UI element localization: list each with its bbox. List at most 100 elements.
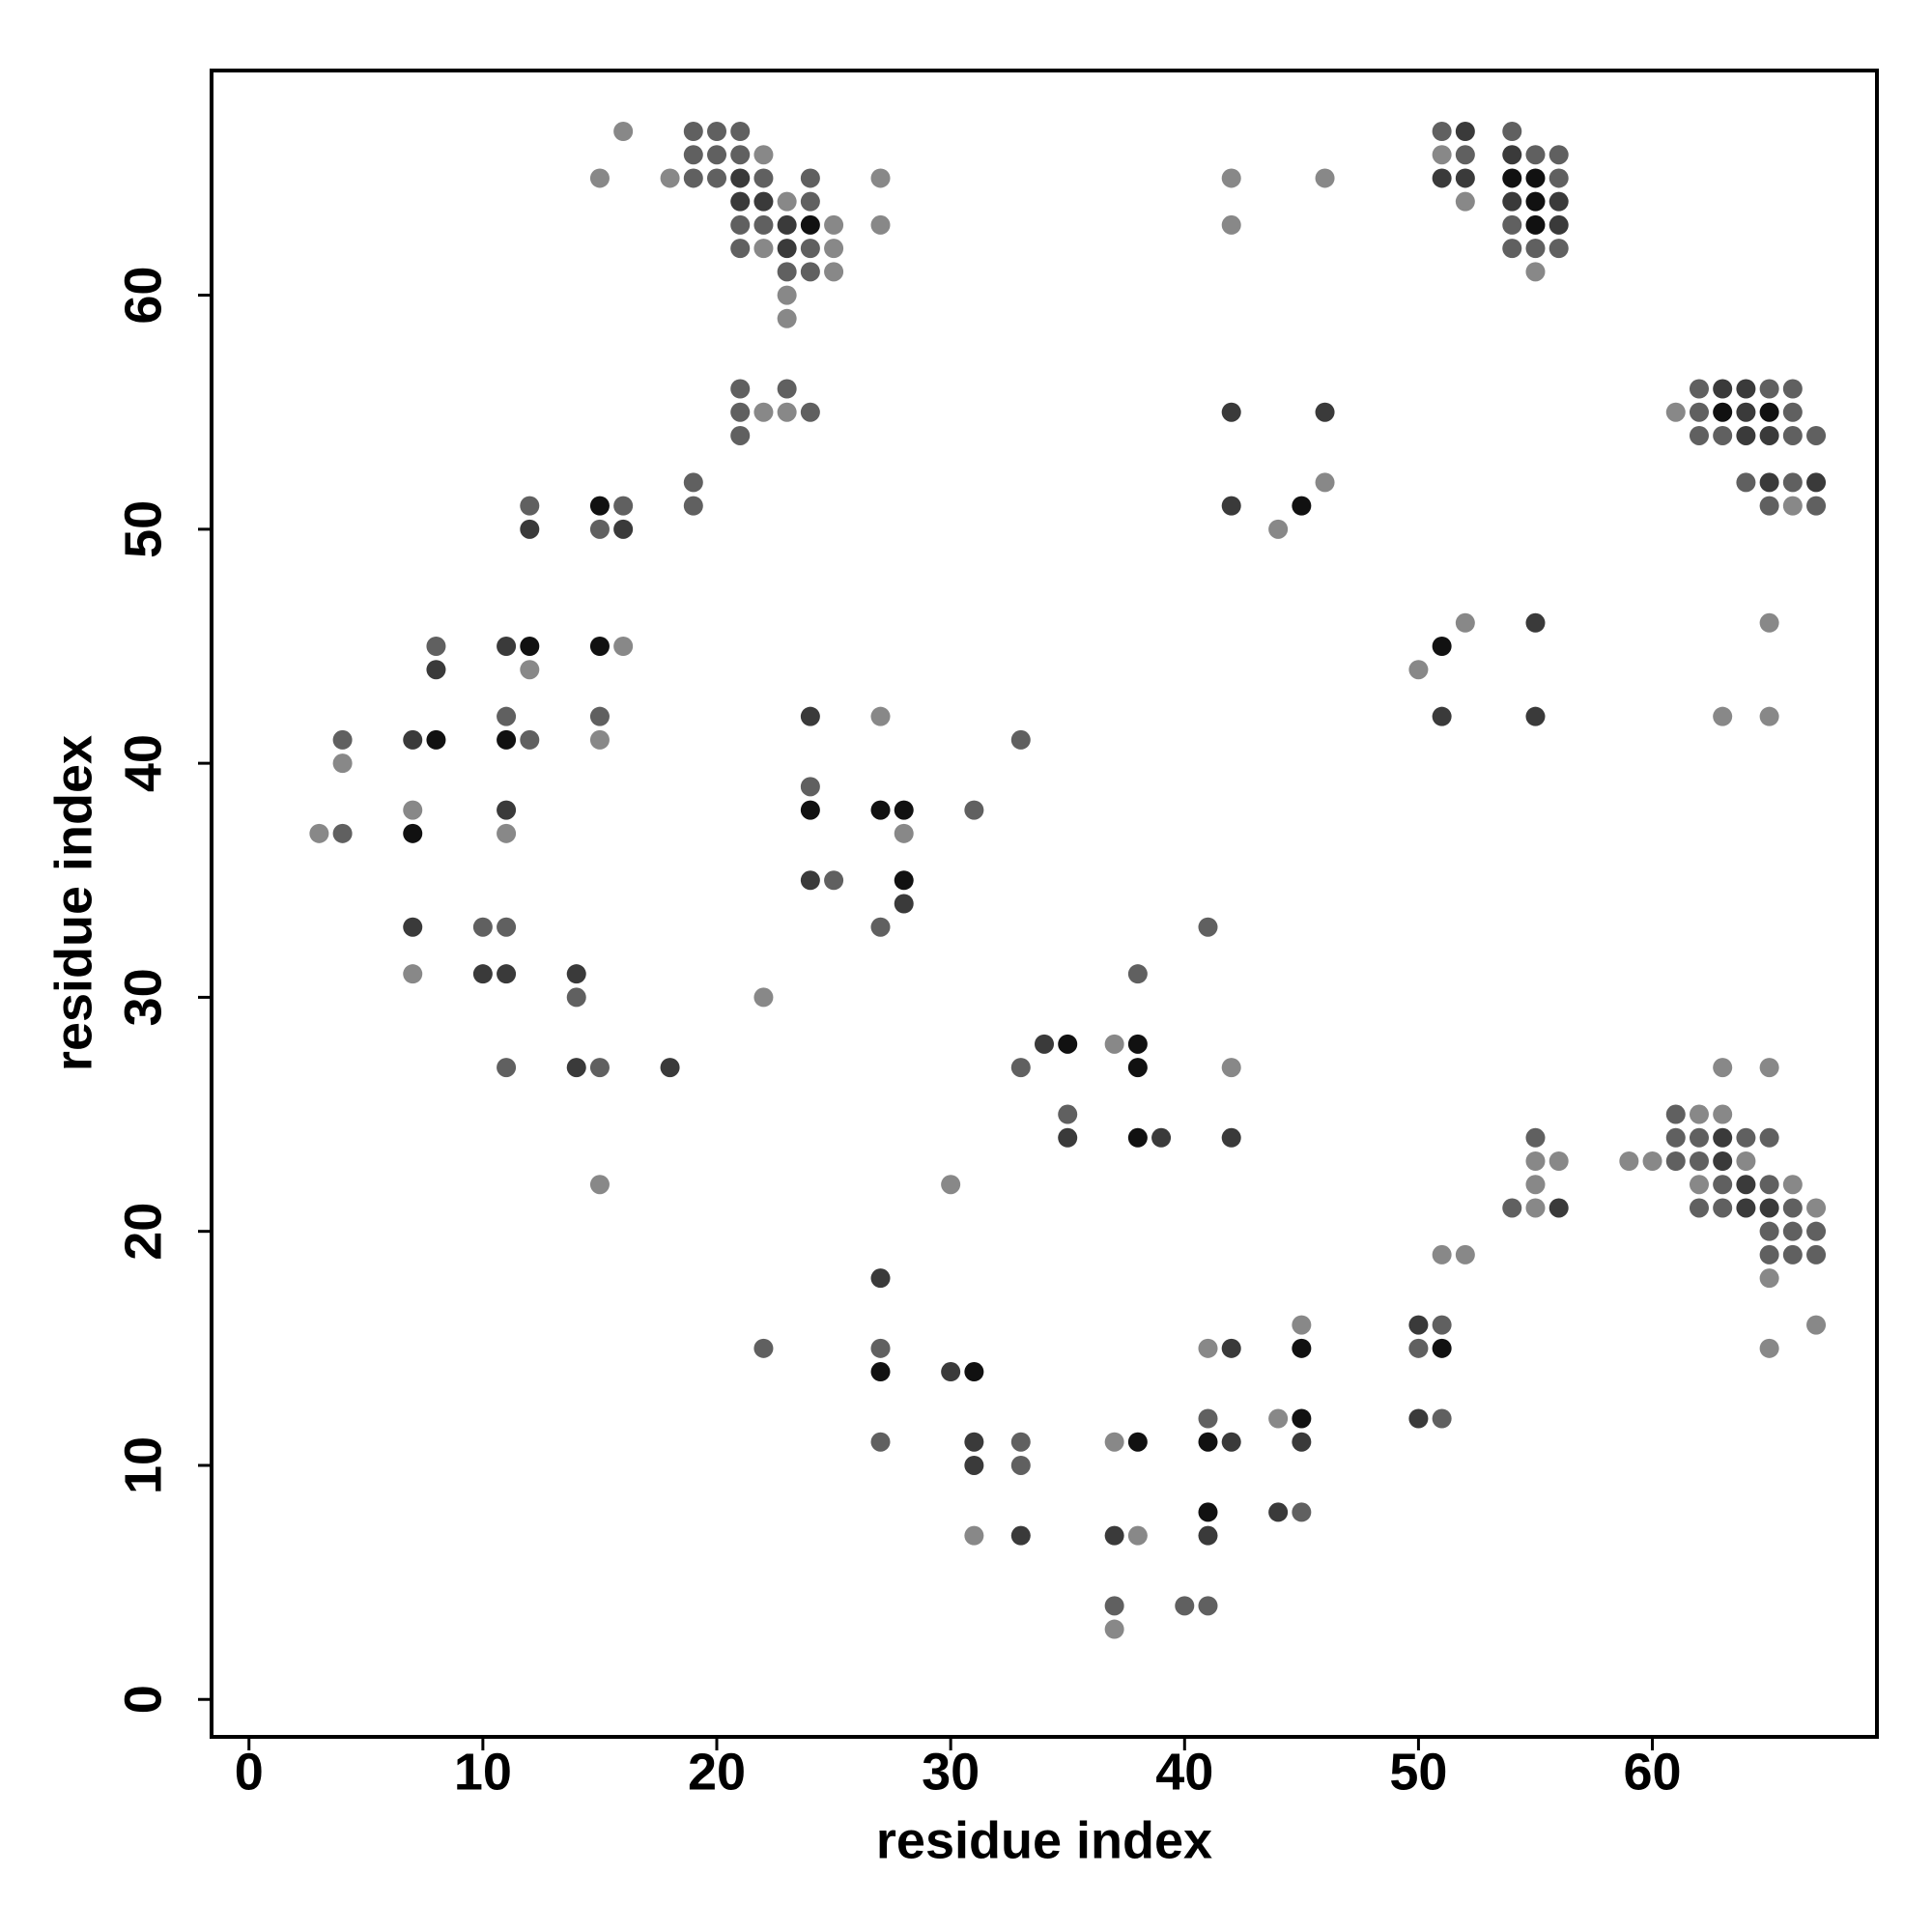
point xyxy=(1525,145,1546,165)
point xyxy=(403,917,423,937)
point xyxy=(332,753,353,774)
point xyxy=(1432,145,1452,165)
point xyxy=(1736,1151,1756,1172)
x-tick-label: 60 xyxy=(1624,1743,1682,1801)
point xyxy=(1525,191,1546,212)
point xyxy=(753,145,774,165)
point xyxy=(1713,1198,1733,1218)
point xyxy=(683,121,703,141)
point xyxy=(870,1362,891,1382)
point xyxy=(1104,1619,1124,1639)
point xyxy=(777,308,797,328)
point xyxy=(497,823,517,843)
x-tick-label: 40 xyxy=(1155,1743,1213,1801)
point xyxy=(894,894,914,914)
point xyxy=(1292,1408,1312,1429)
point xyxy=(566,1058,586,1078)
point xyxy=(1525,706,1546,726)
point xyxy=(1736,1127,1756,1148)
point xyxy=(1665,1151,1686,1172)
point xyxy=(800,214,820,235)
point xyxy=(1689,1151,1709,1172)
point xyxy=(1455,168,1475,188)
point xyxy=(1127,1432,1148,1452)
point xyxy=(1713,402,1733,422)
point xyxy=(1525,1151,1546,1172)
point xyxy=(1642,1151,1662,1172)
point xyxy=(894,870,914,891)
point xyxy=(753,402,774,422)
point xyxy=(730,168,751,188)
point xyxy=(497,964,517,984)
point xyxy=(800,870,820,891)
point xyxy=(1221,168,1241,188)
point xyxy=(1665,1127,1686,1148)
point xyxy=(870,917,891,937)
point xyxy=(426,660,446,680)
point xyxy=(1502,1198,1522,1218)
point xyxy=(1408,660,1429,680)
point xyxy=(426,729,446,750)
point xyxy=(1525,612,1546,633)
point xyxy=(1713,1175,1733,1195)
point xyxy=(1221,214,1241,235)
point xyxy=(1315,168,1335,188)
point xyxy=(660,1058,680,1078)
point xyxy=(1315,402,1335,422)
point xyxy=(1548,191,1569,212)
point xyxy=(777,285,797,305)
point xyxy=(1689,402,1709,422)
point xyxy=(589,706,610,726)
point xyxy=(1806,425,1827,445)
point xyxy=(1432,1408,1452,1429)
y-tick-label: 60 xyxy=(114,267,172,325)
point xyxy=(753,214,774,235)
point xyxy=(1315,472,1335,493)
point xyxy=(1736,379,1756,399)
point xyxy=(870,800,891,820)
point xyxy=(309,823,329,843)
point xyxy=(1221,1338,1241,1358)
point xyxy=(683,496,703,516)
point xyxy=(1689,1175,1709,1195)
point xyxy=(1198,917,1218,937)
point xyxy=(520,729,540,750)
y-axis-title: residue index xyxy=(44,735,102,1071)
x-tick-label: 20 xyxy=(688,1743,746,1801)
point xyxy=(1525,1127,1546,1148)
point xyxy=(497,1058,517,1078)
x-axis-title: residue index xyxy=(876,1811,1212,1869)
point xyxy=(1759,472,1779,493)
point xyxy=(589,519,610,539)
point xyxy=(1010,729,1031,750)
point xyxy=(800,262,820,282)
point xyxy=(589,636,610,656)
y-tick-label: 30 xyxy=(114,968,172,1026)
point xyxy=(964,1455,984,1475)
point xyxy=(1432,706,1452,726)
point xyxy=(730,239,751,259)
point xyxy=(1759,402,1779,422)
point xyxy=(1104,1525,1124,1546)
point xyxy=(1782,1244,1803,1264)
point xyxy=(497,636,517,656)
point xyxy=(1713,706,1733,726)
point xyxy=(1759,1175,1779,1195)
point xyxy=(1759,1198,1779,1218)
point xyxy=(1127,964,1148,984)
point xyxy=(894,823,914,843)
point xyxy=(1759,379,1779,399)
point xyxy=(589,1175,610,1195)
point xyxy=(1221,496,1241,516)
point xyxy=(1221,402,1241,422)
point xyxy=(1198,1596,1218,1616)
point xyxy=(1502,239,1522,259)
point xyxy=(1736,472,1756,493)
point xyxy=(589,496,610,516)
point xyxy=(1198,1432,1218,1452)
point xyxy=(870,214,891,235)
point xyxy=(1782,1221,1803,1241)
point xyxy=(730,402,751,422)
point xyxy=(1689,425,1709,445)
